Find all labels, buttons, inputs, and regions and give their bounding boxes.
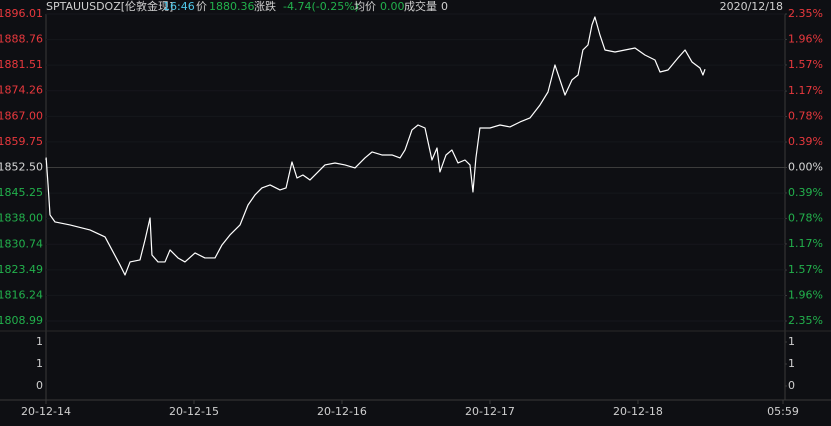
price: 1880.36 [209, 0, 255, 13]
y2-tick-label: 1 [788, 357, 795, 370]
y-tick-label: 1888.76 [0, 33, 43, 46]
y-tick-label: 1 [36, 357, 43, 370]
y-tick-label: 1896.01 [0, 7, 43, 20]
y2-tick-label: 1.96% [788, 289, 823, 302]
y-tick-label: 1845.25 [0, 186, 43, 199]
y-tick-label: 0 [36, 379, 43, 392]
header: SPTAUUSDOZ[伦敦金现] 16:46 价 1880.36 涨跌 -4.7… [46, 0, 783, 13]
y2-tick-label: 0 [788, 379, 795, 392]
y-tick-label: 1823.49 [0, 263, 43, 276]
y2-tick-label: 1 [788, 335, 795, 348]
change: -4.74(-0.25%) [283, 0, 359, 13]
x-tick-label: 05:59 [767, 405, 799, 418]
price-line [45, 16, 706, 276]
x-tick-label: 20-12-18 [613, 405, 663, 418]
change-label: 涨跌 [254, 0, 276, 13]
x-tick-label: 20-12-16 [317, 405, 367, 418]
y-tick-label: 1859.75 [0, 135, 43, 148]
y-tick-label: 1 [36, 335, 43, 348]
avg-label: 均价 [354, 0, 376, 13]
price-label: 价 [196, 0, 207, 13]
time: 16:46 [163, 0, 195, 13]
symbol: SPTAUUSDOZ[伦敦金现] [46, 0, 173, 13]
y2-tick-label: 0.78% [788, 211, 823, 224]
y-tick-label: 1867.00 [0, 109, 43, 122]
y2-tick-label: 2.35% [788, 314, 823, 327]
y2-tick-label: 1.96% [788, 32, 823, 45]
y2-tick-label: 0.39% [788, 135, 823, 148]
y2-tick-label: 1.57% [788, 58, 823, 71]
x-tick-label: 20-12-15 [169, 405, 219, 418]
avg: 0.00 [380, 0, 405, 13]
y2-tick-label: 1.17% [788, 237, 823, 250]
y-tick-label: 1816.24 [0, 288, 43, 301]
y-tick-label: 1808.99 [0, 314, 43, 327]
y2-tick-label: 0.00% [788, 161, 823, 174]
y2-tick-label: 0.39% [788, 186, 823, 199]
y-tick-label: 1838.00 [0, 212, 43, 225]
volume: 0 [441, 0, 448, 13]
y-tick-label: 1881.51 [0, 58, 43, 71]
date: 2020/12/18 [720, 0, 783, 13]
y2-tick-label: 1.57% [788, 263, 823, 276]
y-tick-label: 1830.74 [0, 237, 43, 250]
volume-label: 成交量 [404, 0, 437, 13]
x-tick-label: 20-12-14 [21, 405, 71, 418]
y2-tick-label: 0.78% [788, 110, 823, 123]
y-tick-label: 1852.50 [0, 161, 43, 174]
y-tick-label: 1874.26 [0, 84, 43, 97]
y2-tick-label: 1.17% [788, 84, 823, 97]
y2-tick-label: 2.35% [788, 7, 823, 20]
x-tick-label: 20-12-17 [465, 405, 515, 418]
